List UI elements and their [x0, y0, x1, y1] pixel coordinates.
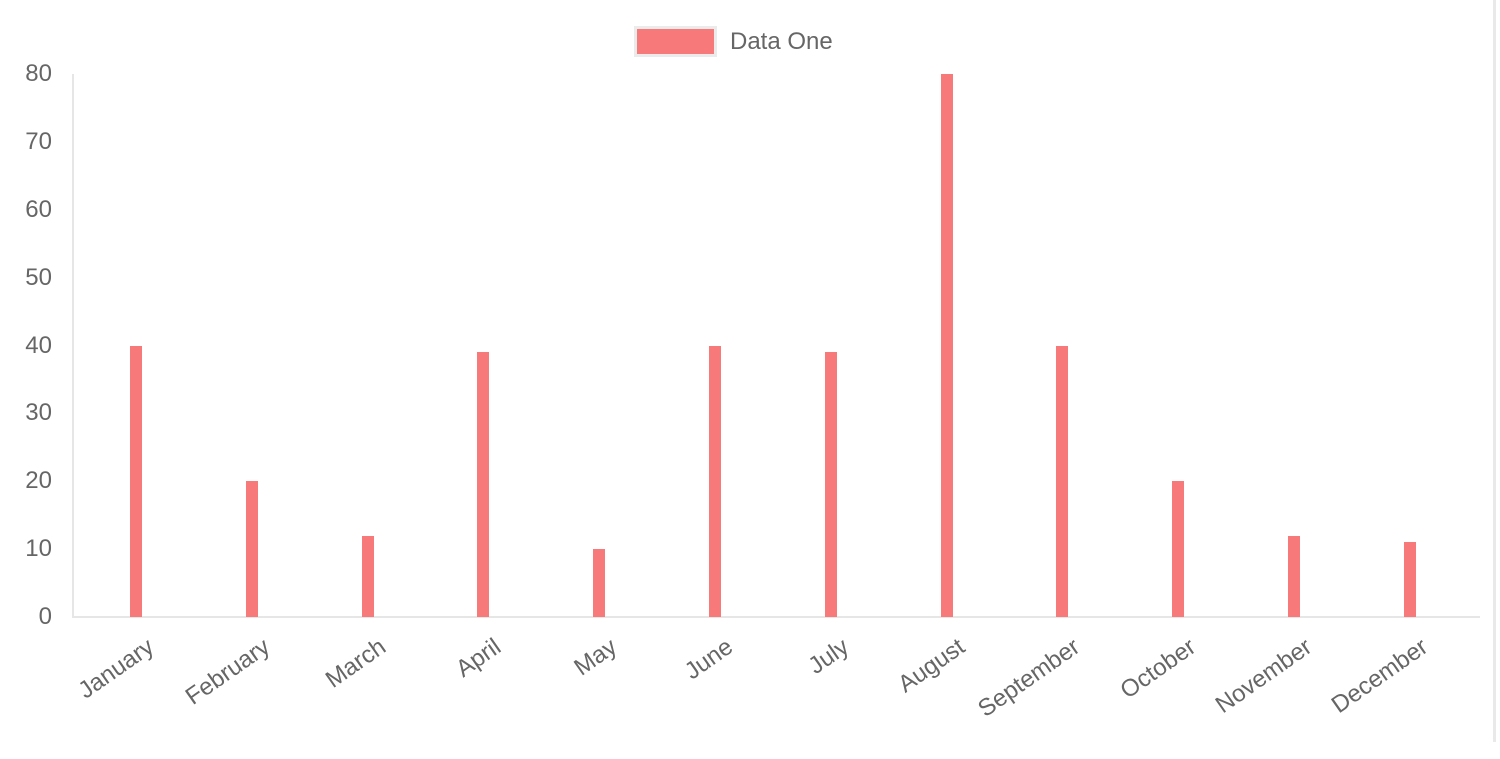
bar-november[interactable] [1288, 535, 1300, 617]
bar-february[interactable] [245, 481, 258, 617]
bar-april[interactable] [477, 352, 490, 617]
bar-march[interactable] [361, 535, 374, 617]
legend-item-data-one[interactable]: Data One [634, 26, 833, 57]
y-tick-label-20: 20 [25, 467, 52, 495]
bar-august[interactable] [940, 74, 953, 617]
legend-label: Data One [730, 27, 833, 55]
bar-december[interactable] [1403, 542, 1416, 617]
bar-september[interactable] [1056, 345, 1069, 617]
y-tick-label-80: 80 [25, 60, 52, 87]
y-tick-label-30: 30 [25, 399, 52, 427]
y-tick-label-0: 0 [38, 603, 52, 630]
bar-july[interactable] [824, 352, 837, 617]
bar-january[interactable] [130, 345, 142, 617]
y-axis-line [72, 74, 74, 617]
y-tick-label-50: 50 [25, 263, 52, 291]
legend-swatch [634, 26, 717, 57]
y-tick-label-10: 10 [25, 535, 52, 563]
bar-chart: Data One 0 10 20 30 40 50 60 70 80 January Februa… [25, 0, 1496, 742]
right-edge-border [1493, 0, 1496, 742]
bar-october[interactable] [1172, 481, 1185, 617]
bar-may[interactable] [593, 549, 606, 617]
y-tick-label-60: 60 [25, 195, 52, 223]
y-tick-label-40: 40 [25, 331, 52, 359]
y-tick-label-70: 70 [25, 127, 52, 155]
x-axis-line [72, 616, 1480, 618]
bar-june[interactable] [709, 345, 721, 617]
